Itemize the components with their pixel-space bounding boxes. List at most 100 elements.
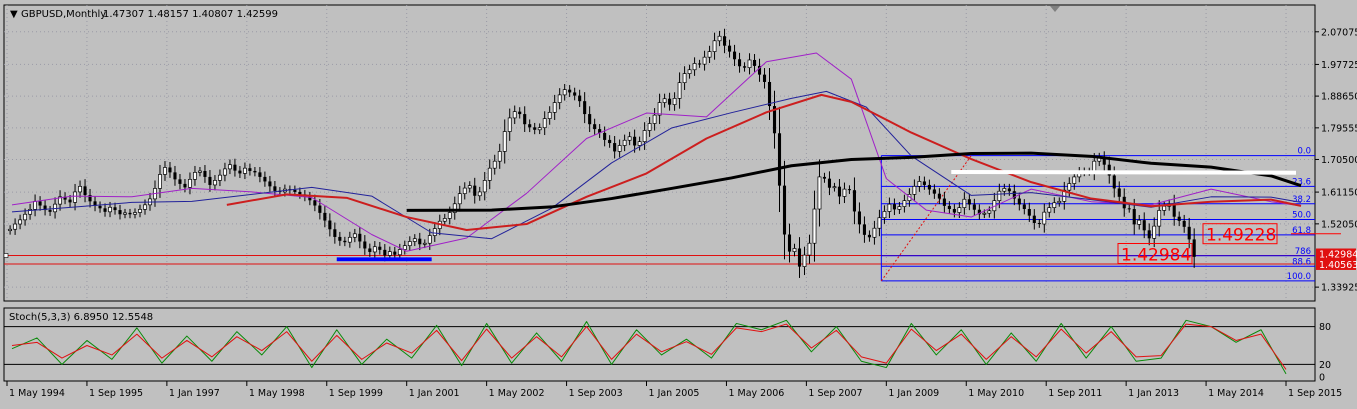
candle-body-down: [1192, 239, 1196, 257]
candle-body-down: [942, 198, 946, 206]
candle-body-up: [817, 176, 822, 210]
candle-body-down: [168, 167, 172, 173]
candle: [812, 190, 817, 262]
candle-body-down: [947, 205, 951, 210]
candle-body-up: [1067, 183, 1072, 191]
candle: [113, 202, 117, 215]
candle: [442, 213, 447, 226]
candle-body-up: [387, 251, 392, 256]
annotation-box-2[interactable]: 1.42984: [1117, 243, 1193, 266]
candle-body-up: [188, 179, 192, 188]
candle: [952, 204, 956, 218]
candle: [1027, 202, 1031, 222]
candle-body-up: [78, 185, 82, 193]
chart-shift-icon[interactable]: [1050, 6, 1060, 12]
candle-body-up: [452, 203, 457, 213]
candle: [593, 118, 597, 135]
candle-body-down: [183, 183, 187, 188]
symbol-menu-icon[interactable]: ▼: [10, 9, 18, 20]
candle-body-down: [293, 189, 297, 192]
candle: [807, 234, 812, 264]
candle: [512, 105, 517, 125]
candle-body-down: [1127, 208, 1131, 210]
axes: 1 May 1994 1 Sep 1995 1 Jan 1997 1 May 1998…: [3, 27, 1357, 399]
candle: [58, 190, 62, 211]
annotation-box-1[interactable]: 1.49228: [1202, 223, 1278, 246]
candle-body-up: [73, 191, 77, 203]
resistance-band[interactable]: [951, 170, 1297, 175]
price-tag: [1316, 248, 1356, 260]
symbol-label: GBPUSD,Monthly: [21, 9, 106, 20]
candle-body-up: [243, 167, 247, 174]
candle-body-down: [583, 101, 587, 115]
candle-body-down: [1102, 157, 1106, 165]
candle-body-down: [98, 205, 102, 209]
candle-body-up: [432, 228, 437, 236]
fib-trend-line: [880, 155, 972, 282]
candle: [73, 183, 77, 211]
candle-body-up: [1057, 200, 1062, 204]
candle: [637, 136, 642, 151]
candle: [668, 92, 672, 111]
candle: [757, 58, 762, 82]
support-zone-marker[interactable]: [336, 257, 432, 262]
candle: [28, 203, 32, 220]
candle-body-up: [792, 248, 797, 252]
candle-body-up: [802, 254, 807, 267]
x-tick-label: 1 May 2006: [728, 388, 784, 399]
candle: [1042, 203, 1047, 233]
annotation-value: 1.42984: [1121, 246, 1191, 266]
candle-body-down: [772, 106, 777, 134]
candle: [797, 237, 802, 278]
candle-body-down: [852, 190, 856, 212]
stochastic-pane[interactable]: [3, 307, 1316, 382]
candle-body-down: [1022, 204, 1026, 210]
annotation-frame: [1117, 243, 1193, 265]
candle: [43, 200, 47, 216]
price-line-handle[interactable]: [3, 253, 9, 258]
candle: [603, 126, 607, 147]
candle-body-down: [573, 92, 577, 96]
candle-body-down: [338, 236, 342, 241]
candle: [912, 179, 917, 202]
candle-body-down: [797, 248, 802, 267]
candle-body-down: [253, 170, 257, 173]
candle: [528, 119, 532, 133]
candle: [972, 198, 976, 216]
candle-body-down: [263, 176, 267, 182]
candle-body-up: [33, 200, 37, 210]
x-tick-label: 1 Sep 2011: [1048, 388, 1102, 399]
candle-body-down: [318, 205, 322, 213]
price-tag-label: 1.40563: [1319, 260, 1357, 271]
candle: [847, 185, 852, 194]
candle: [837, 179, 842, 205]
x-tick-label: 1 May 1994: [9, 388, 65, 399]
candle-body-up: [682, 73, 687, 84]
candle-body-down: [473, 185, 477, 196]
candle: [473, 177, 477, 204]
candle: [537, 123, 542, 135]
candle: [1047, 202, 1052, 218]
candle: [1182, 214, 1186, 233]
candle: [662, 93, 667, 108]
candle-body-down: [1187, 226, 1191, 240]
moving-averages: 1.49228 1.42984: [11, 52, 1341, 266]
candle-body-down: [1112, 175, 1116, 189]
candle-body-up: [987, 210, 992, 214]
x-tick-label: 1 Sep 1999: [329, 388, 383, 399]
candle-body-down: [83, 186, 87, 196]
candle: [542, 111, 547, 136]
ma-red-line: [226, 93, 1302, 231]
candle-body-down: [203, 170, 207, 177]
candle: [588, 106, 592, 133]
x-tick-label: 1 Sep 2007: [808, 388, 862, 399]
price-tag: [1316, 258, 1356, 270]
candle: [268, 175, 272, 192]
candle-body-up: [717, 35, 722, 42]
candle-body-down: [777, 133, 782, 186]
price-pane[interactable]: [3, 4, 1316, 302]
candle: [622, 134, 627, 152]
candle-body-down: [1182, 220, 1186, 227]
candle: [138, 204, 142, 218]
